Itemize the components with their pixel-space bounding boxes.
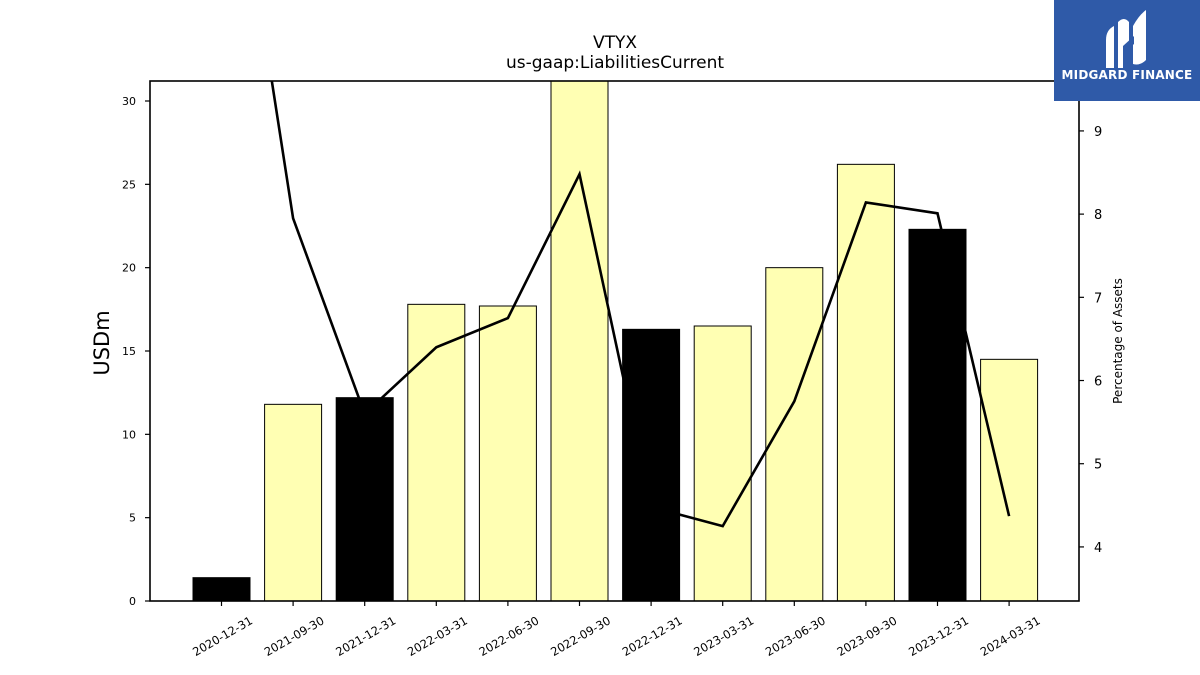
bar-2023-03-31 — [693, 325, 752, 601]
bars-layer — [192, 81, 1039, 601]
x-tick-label: 2022-12-31 — [620, 613, 685, 659]
x-tick-label: 2020-12-31 — [190, 613, 255, 659]
bar-2020-12-31 — [192, 577, 251, 601]
bar-2022-06-30 — [478, 305, 537, 601]
y2-tick-label: 5 — [1094, 458, 1102, 473]
y-tick-label: 30 — [122, 95, 136, 108]
y-tick-label: 25 — [122, 178, 136, 191]
y-tick-label: 5 — [129, 512, 136, 525]
bar-2022-03-31 — [407, 303, 466, 601]
logo-mark-icon — [1106, 10, 1146, 68]
x-tick-label: 2022-09-30 — [548, 613, 613, 659]
x-tick-label: 2021-09-30 — [262, 613, 327, 659]
x-tick-label: 2023-12-31 — [906, 613, 971, 659]
y2-tick-label: 7 — [1094, 291, 1102, 306]
y-tick-label: 15 — [122, 345, 136, 358]
y-axis-label: USDm — [90, 310, 114, 375]
bar-2022-12-31 — [622, 328, 681, 601]
bar-2023-12-31 — [908, 228, 967, 601]
y2-tick-label: 8 — [1094, 208, 1102, 223]
logo-text: MIDGARD FINANCE — [1061, 68, 1193, 82]
y2-tick-label: 6 — [1094, 375, 1102, 390]
y2-tick-label: 9 — [1094, 125, 1102, 140]
plot-frame — [149, 80, 1080, 602]
chart-subtitle: us-gaap:LiabilitiesCurrent — [506, 53, 724, 73]
y-tick-label: 0 — [129, 595, 136, 608]
percentage-of-assets-line — [270, 81, 1011, 528]
bar-2024-03-31 — [980, 358, 1039, 601]
bar-2023-09-30 — [836, 163, 895, 601]
line-layer — [270, 81, 1011, 528]
chart-title: VTYX — [593, 33, 637, 53]
bar-2022-09-30 — [550, 81, 609, 601]
x-tick-label: 2023-09-30 — [835, 613, 900, 659]
x-tick-label: 2024-03-31 — [978, 613, 1043, 659]
y2-axis-label: Percentage of Assets — [1111, 278, 1125, 404]
y-tick-label: 10 — [122, 428, 136, 441]
midgard-finance-logo: MIDGARD FINANCE — [1054, 0, 1200, 101]
y-tick-label: 20 — [122, 262, 136, 275]
x-tick-label: 2023-06-30 — [763, 613, 828, 659]
x-tick-label: 2022-03-31 — [405, 613, 470, 659]
bar-2021-09-30 — [264, 403, 323, 601]
x-tick-label: 2022-06-30 — [477, 613, 542, 659]
bar-2021-12-31 — [335, 397, 394, 601]
x-tick-label: 2023-03-31 — [691, 613, 756, 659]
y2-tick-label: 4 — [1094, 541, 1102, 556]
x-tick-label: 2021-12-31 — [333, 613, 398, 659]
